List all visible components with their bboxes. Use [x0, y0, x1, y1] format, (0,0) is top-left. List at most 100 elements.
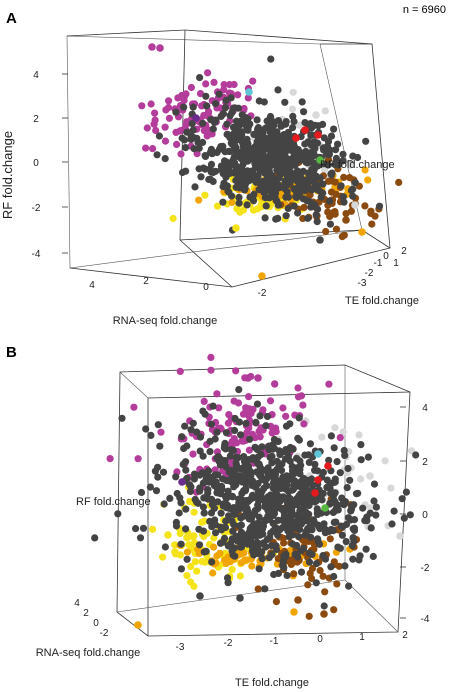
cloud-point-dark_gray [362, 137, 370, 145]
cloud-point-dark_gray [187, 135, 195, 143]
cloud-point-light_gray [331, 424, 339, 432]
cloud-point-magenta [200, 127, 208, 135]
cloud-point-dark_gray [310, 171, 318, 179]
cloud-point-dark_gray [274, 214, 282, 222]
cloud-point-magenta [134, 455, 142, 463]
cloud-point-dark_gray [234, 505, 242, 513]
panel-a-x-tick: 0 [203, 282, 209, 293]
panel-a-x-axis-label: RNA-seq fold.change [113, 315, 218, 327]
cloud-point-dark_gray [332, 154, 340, 162]
cloud-point-dark_gray [297, 568, 306, 576]
panel-a-x-tick: 4 [89, 280, 95, 291]
cloud-point-dark_gray [264, 472, 272, 480]
highlight-point-cyan [245, 88, 253, 96]
cloud-point-yellow [187, 563, 195, 571]
highlight-point-magenta [244, 374, 252, 382]
cloud-point-brown [280, 539, 288, 547]
panel-a-y-tick: -1 [374, 258, 383, 269]
cloud-point-dark_gray [292, 157, 300, 165]
cloud-point-dark_gray [251, 528, 259, 536]
cloud-point-dark_gray [183, 442, 191, 450]
highlight-point-yellow [236, 208, 244, 216]
cloud-point-dark_gray [309, 138, 317, 146]
cloud-point-dark_gray [173, 489, 181, 498]
panel-b-plot: 420-2-4 -3 -2 -1 0 1 2 420-2 RF fold.change T… [36, 353, 430, 689]
cloud-point-dark_gray [118, 414, 126, 422]
cloud-point-dark_gray [243, 167, 251, 175]
cloud-point-yellow [236, 572, 244, 580]
highlight-point-dark_gray [196, 592, 204, 600]
cloud-point-dark_gray [390, 507, 398, 515]
cloud-point-dark_gray [240, 512, 248, 520]
cloud-point-dark_gray [196, 74, 204, 82]
highlight-point-red [292, 134, 300, 142]
cloud-point-yellow [190, 582, 198, 590]
cloud-point-orange [183, 548, 191, 556]
cloud-point-dark_gray [224, 542, 232, 550]
highlight-point-purple [192, 114, 200, 122]
cloud-point-dark_gray [357, 441, 365, 449]
cloud-point-yellow [159, 553, 167, 561]
panel-b-y-tick: 4 [74, 598, 80, 609]
cloud-point-dark_gray [242, 419, 250, 428]
cloud-point-magenta [204, 109, 212, 117]
cloud-point-dark_gray [336, 469, 344, 477]
cloud-point-dark_gray [195, 541, 204, 549]
cloud-point-dark_gray [283, 571, 291, 580]
cloud-point-dark_gray [114, 510, 122, 518]
cloud-point-dark_gray [349, 555, 357, 563]
cloud-point-dark_gray [300, 108, 308, 116]
cloud-point-dark_gray [261, 214, 269, 222]
cloud-point-dark_gray [305, 451, 313, 459]
cloud-point-dark_gray [332, 504, 340, 513]
cloud-point-dark_gray [189, 126, 197, 134]
highlight-point-brown [320, 610, 328, 618]
cloud-point-brown [331, 178, 339, 186]
cloud-point-dark_gray [314, 162, 322, 170]
cloud-point-magenta [266, 397, 275, 405]
cloud-point-dark_gray [370, 480, 379, 488]
cloud-point-dark_gray [307, 533, 315, 541]
cloud-point-dark_gray [217, 509, 225, 517]
highlight-point-cyan [314, 450, 322, 458]
cloud-point-dark_gray [154, 473, 162, 481]
cloud-point-dark_gray [285, 533, 293, 541]
cloud-point-dark_gray [199, 503, 207, 511]
cloud-point-orange [364, 176, 372, 184]
cloud-point-dark_gray [220, 164, 228, 172]
cloud-point-dark_gray [282, 446, 290, 454]
cloud-point-dark_gray [221, 441, 229, 449]
cloud-point-dark_gray [320, 146, 328, 154]
highlight-point-magenta [254, 374, 262, 382]
cloud-point-brown [254, 585, 262, 593]
cloud-point-dark_gray [161, 543, 169, 551]
panel-a-x-ticks: 4 2 0 -2 [89, 276, 267, 299]
cloud-point-dark_gray [215, 145, 224, 153]
cloud-point-dark_gray [293, 454, 301, 462]
cloud-point-dark_gray [320, 134, 328, 142]
cloud-point-dark_gray [293, 541, 301, 550]
cloud-point-orange [209, 569, 217, 577]
cloud-point-dark_gray [206, 448, 214, 456]
cloud-point-dark_gray [281, 157, 289, 165]
cloud-point-dark_gray [303, 197, 311, 205]
cloud-point-dark_gray [230, 521, 238, 529]
cloud-point-dark_gray [284, 515, 292, 523]
panel-a-x-tick: 2 [143, 276, 149, 287]
cloud-point-dark_gray [235, 386, 243, 394]
highlight-point-green [321, 504, 329, 512]
cloud-point-dark_gray [242, 504, 250, 512]
cloud-point-dark_gray [216, 489, 224, 497]
panel-a-y-tick: -2 [365, 268, 374, 279]
cloud-point-dark_gray [344, 464, 352, 473]
cloud-point-dark_gray [208, 150, 216, 158]
cloud-point-dark_gray [339, 157, 347, 165]
cloud-point-dark_gray [311, 145, 319, 153]
cloud-point-dark_gray [238, 539, 246, 547]
cloud-point-dark_gray [206, 165, 214, 173]
cloud-point-dark_gray [236, 465, 244, 473]
cloud-point-dark_gray [290, 202, 298, 210]
cloud-point-dark_gray [275, 150, 284, 158]
cloud-point-dark_gray [296, 525, 304, 534]
